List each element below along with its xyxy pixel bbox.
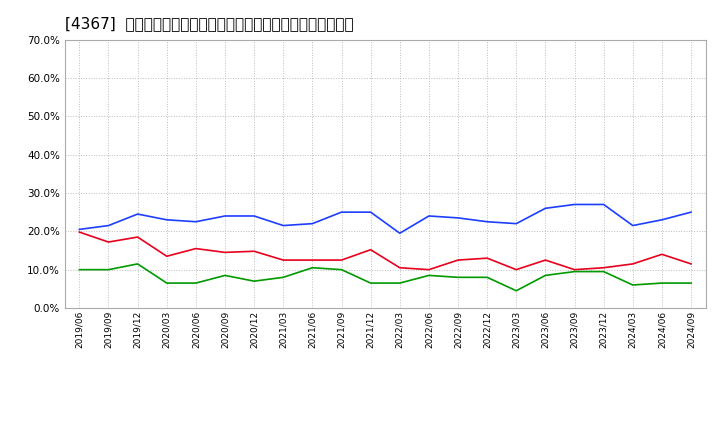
買入債務 — [308, 265, 317, 270]
売上債権 — [454, 257, 462, 263]
在庫 — [541, 205, 550, 211]
売上債権 — [337, 257, 346, 263]
在庫 — [599, 202, 608, 207]
買入債務 — [425, 273, 433, 278]
在庫 — [192, 219, 200, 224]
売上債権 — [425, 267, 433, 272]
売上債権 — [657, 252, 666, 257]
在庫 — [337, 209, 346, 215]
Line: 在庫: 在庫 — [79, 205, 691, 233]
Line: 買入債務: 買入債務 — [79, 264, 691, 291]
売上債権 — [366, 247, 375, 253]
在庫 — [308, 221, 317, 226]
売上債権 — [133, 235, 142, 240]
在庫 — [657, 217, 666, 223]
買入債務 — [395, 280, 404, 286]
在庫 — [629, 223, 637, 228]
買入債務 — [657, 280, 666, 286]
在庫 — [279, 223, 287, 228]
買入債務 — [104, 267, 113, 272]
買入債務 — [75, 267, 84, 272]
在庫 — [104, 223, 113, 228]
売上債権 — [483, 256, 492, 261]
売上債権 — [512, 267, 521, 272]
売上債権 — [192, 246, 200, 251]
売上債権 — [629, 261, 637, 267]
買入債務 — [192, 280, 200, 286]
買入債務 — [366, 280, 375, 286]
在庫 — [570, 202, 579, 207]
売上債権 — [75, 229, 84, 235]
買入債務 — [133, 261, 142, 267]
在庫 — [220, 213, 229, 219]
売上債権 — [250, 249, 258, 254]
売上債権 — [104, 239, 113, 245]
売上債権 — [308, 257, 317, 263]
在庫 — [163, 217, 171, 223]
買入債務 — [220, 273, 229, 278]
買入債務 — [512, 288, 521, 293]
買入債務 — [163, 280, 171, 286]
在庫 — [425, 213, 433, 219]
買入債務 — [541, 273, 550, 278]
Line: 売上債権: 売上債権 — [79, 232, 691, 270]
売上債権 — [279, 257, 287, 263]
買入債務 — [279, 275, 287, 280]
売上債権 — [570, 267, 579, 272]
買入債務 — [687, 280, 696, 286]
売上債権 — [163, 253, 171, 259]
売上債権 — [541, 257, 550, 263]
在庫 — [75, 227, 84, 232]
買入債務 — [250, 279, 258, 284]
売上債権 — [220, 250, 229, 255]
在庫 — [512, 221, 521, 226]
在庫 — [454, 215, 462, 220]
買入債務 — [483, 275, 492, 280]
在庫 — [133, 211, 142, 216]
在庫 — [483, 219, 492, 224]
買入債務 — [337, 267, 346, 272]
売上債権 — [687, 261, 696, 267]
買入債務 — [629, 282, 637, 288]
在庫 — [395, 231, 404, 236]
Text: [4367]  売上債権、在庫、買入債務の総資産に対する比率の推移: [4367] 売上債権、在庫、買入債務の総資産に対する比率の推移 — [65, 16, 354, 32]
買入債務 — [570, 269, 579, 274]
売上債権 — [395, 265, 404, 270]
在庫 — [366, 209, 375, 215]
買入債務 — [599, 269, 608, 274]
売上債権 — [599, 265, 608, 270]
在庫 — [250, 213, 258, 219]
買入債務 — [454, 275, 462, 280]
在庫 — [687, 209, 696, 215]
